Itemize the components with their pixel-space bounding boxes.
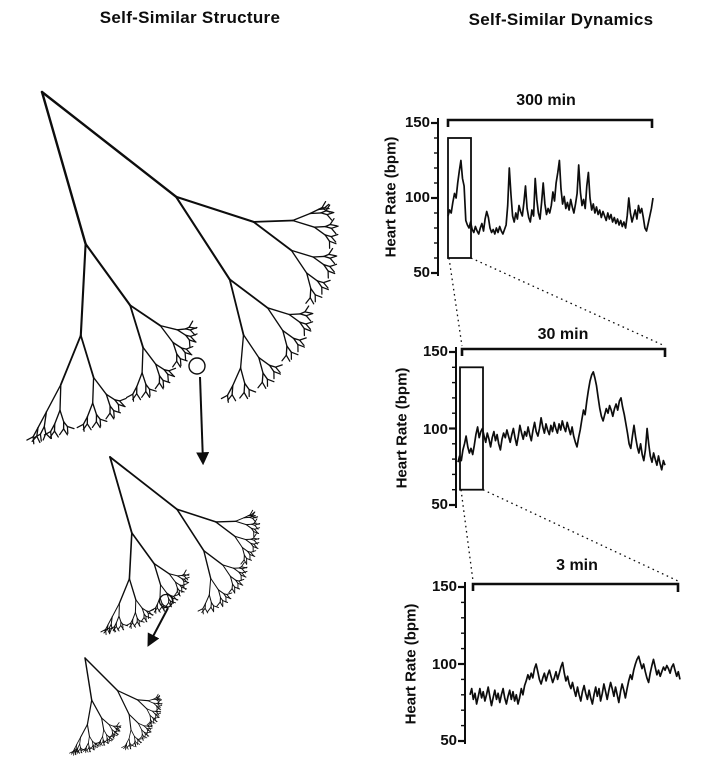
chart-title-3min: 3 min (556, 557, 598, 574)
left-panel-title: Self-Similar Structure (99, 8, 281, 27)
ytick-150-3min: 150 (431, 578, 457, 595)
chart-3min (458, 582, 681, 744)
ytick-100-30min: 100 (422, 421, 448, 438)
time-bracket-3min (471, 582, 680, 592)
magnify-connector-left-30min (460, 489, 474, 582)
chart-title-30min: 30 min (537, 326, 589, 343)
zoom-box-300min (447, 137, 472, 259)
chart-title-300min: 300 min (516, 92, 576, 109)
magnified-region-circle-large-tree (188, 357, 206, 375)
fractal-tree-medium (100, 456, 261, 636)
heart-rate-trace-300min (447, 159, 654, 235)
ytick-150-300min: 150 (404, 114, 430, 131)
ytick-100-3min: 100 (431, 656, 457, 673)
magnify-arrow-large-to-medium (196, 376, 210, 466)
zoom-box-30min (459, 366, 484, 491)
ytick-50-30min: 50 (431, 496, 448, 513)
heart-rate-trace-30min (457, 371, 666, 471)
fractal-tree-small (69, 657, 163, 756)
time-bracket-30min (460, 347, 667, 357)
ytick-50-3min: 50 (440, 732, 457, 749)
ytick-100-300min: 100 (404, 189, 430, 206)
magnified-region-circle-medium-tree (158, 593, 174, 609)
ytick-150-30min: 150 (422, 343, 448, 360)
chart-30min (449, 347, 667, 508)
chart-300min (431, 118, 654, 276)
ytick-50-300min: 50 (413, 264, 430, 281)
time-bracket-300min (446, 118, 654, 128)
fractal-tree-large (26, 90, 339, 445)
right-panel-title: Self-Similar Dynamics (468, 10, 654, 29)
magnify-connector-left-300min (448, 257, 463, 347)
magnify-connector-right-300min (470, 257, 666, 347)
magnify-arrow-medium-to-small (147, 607, 169, 647)
heart-rate-trace-3min (469, 655, 681, 707)
